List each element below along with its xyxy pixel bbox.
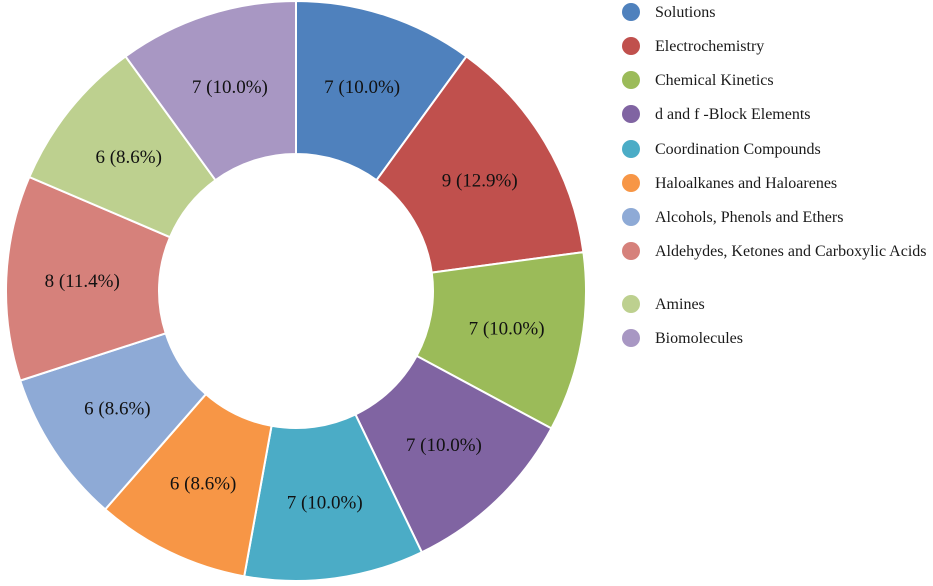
- slice-label-6: 6 (8.6%): [84, 398, 150, 419]
- legend-swatch: [622, 295, 640, 313]
- legend-label: Haloalkanes and Haloarenes: [655, 175, 838, 192]
- legend-item: Coordination Compounds: [622, 137, 930, 158]
- legend-swatch: [622, 105, 640, 123]
- legend-item: Electrochemistry: [622, 34, 930, 55]
- legend-item: Biomolecules: [622, 326, 930, 347]
- legend-swatch: [622, 71, 640, 89]
- slice-9: [124, 0, 297, 182]
- donut-slices: [5, 0, 587, 582]
- legend-label: Alcohols, Phenols and Ethers: [655, 209, 844, 226]
- legend-label: d and f -Block Elements: [655, 106, 811, 123]
- legend-label: Coordination Compounds: [655, 141, 821, 158]
- legend-swatch: [622, 174, 640, 192]
- legend-label: Chemical Kinetics: [655, 72, 774, 89]
- slice-labels: 7 (10.0%) 9 (12.9%) 7 (10.0%) 7 (10.0%) 7 (1…: [45, 77, 545, 514]
- legend-item: d and f -Block Elements: [622, 102, 930, 123]
- legend-label: Electrochemistry: [655, 38, 765, 55]
- slice-label-5: 6 (8.6%): [170, 473, 236, 494]
- legend-label: Amines: [655, 296, 705, 313]
- slice-label-8: 6 (8.6%): [95, 147, 161, 168]
- legend-swatch: [622, 242, 640, 260]
- slice-1: [375, 54, 585, 274]
- legend-item: Alcohols, Phenols and Ethers: [622, 205, 930, 226]
- legend-swatch: [622, 37, 640, 55]
- legend-item: Solutions: [622, 0, 930, 21]
- slice-label-9: 7 (10.0%): [192, 77, 268, 98]
- slice-label-7: 8 (11.4%): [45, 271, 120, 292]
- legend-swatch: [622, 3, 640, 21]
- slice-label-0: 7 (10.0%): [324, 77, 400, 98]
- legend-swatch: [622, 208, 640, 226]
- legend-item: Amines: [622, 292, 930, 313]
- slice-label-3: 7 (10.0%): [406, 435, 482, 456]
- legend-label: Aldehydes, Ketones and Carboxylic Acids: [655, 243, 927, 260]
- legend-label: Solutions: [655, 4, 716, 21]
- slice-label-2: 7 (10.0%): [469, 319, 545, 340]
- legend-item: Aldehydes, Ketones and Carboxylic Acids: [622, 239, 930, 260]
- legend-swatch: [622, 329, 640, 347]
- legend-item: Haloalkanes and Haloarenes: [622, 171, 930, 192]
- slice-label-1: 9 (12.9%): [442, 171, 518, 192]
- legend-swatch: [622, 140, 640, 158]
- legend-item: Chemical Kinetics: [622, 68, 930, 89]
- slice-label-4: 7 (10.0%): [287, 493, 363, 514]
- legend-label: Biomolecules: [655, 330, 743, 347]
